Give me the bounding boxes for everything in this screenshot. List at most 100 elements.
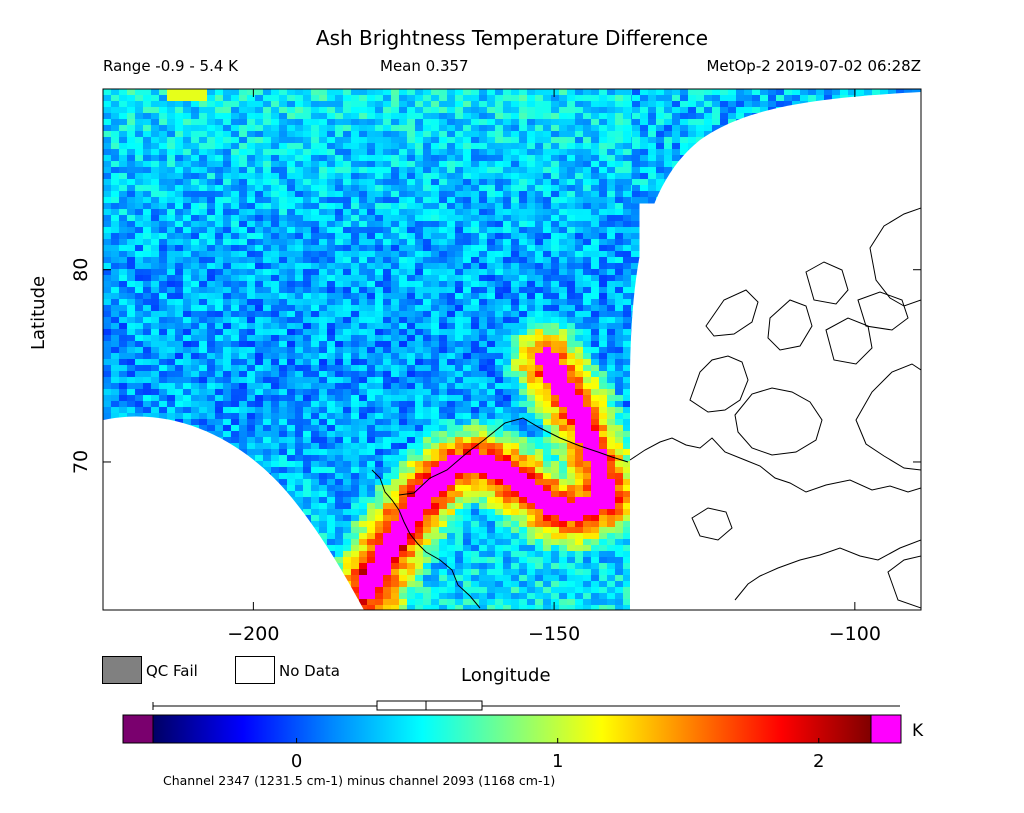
heatmap-cell [615,257,624,264]
heatmap-cell [223,197,232,204]
heatmap-cell [511,191,520,198]
heatmap-cell [519,413,528,420]
heatmap-cell [367,287,376,294]
heatmap-cell [127,167,136,174]
heatmap-cell [279,449,288,456]
heatmap-cell [303,443,312,450]
heatmap-cell [367,311,376,318]
heatmap-cell [239,131,248,138]
heatmap-cell [343,155,352,162]
heatmap-cell [175,305,184,312]
heatmap-cell [447,215,456,222]
heatmap-cell [151,299,160,306]
heatmap-cell [415,365,424,372]
heatmap-cell [455,113,464,120]
heatmap-cell [623,155,632,162]
heatmap-cell [319,209,328,216]
heatmap-cell [119,251,128,258]
heatmap-cell [615,311,624,318]
heatmap-cell [591,335,600,342]
heatmap-cell [479,137,488,144]
heatmap-cell [231,383,240,390]
heatmap-cell [599,245,608,252]
heatmap-cell [495,287,504,294]
heatmap-cell [551,371,560,378]
heatmap-cell [447,245,456,252]
heatmap-cell [287,245,296,252]
heatmap-cell [455,473,464,480]
heatmap-cell [103,155,112,162]
heatmap-cell [303,89,312,96]
heatmap-cell [431,281,440,288]
heatmap-cell [375,239,384,246]
heatmap-cell [375,401,384,408]
heatmap-cell [343,263,352,270]
heatmap-cell [615,119,624,126]
heatmap-cell [367,107,376,114]
heatmap-cell [479,371,488,378]
heatmap-cell [119,161,128,168]
heatmap-cell [495,491,504,498]
heatmap-cell [479,191,488,198]
heatmap-cell [343,419,352,426]
heatmap-cell [311,197,320,204]
heatmap-cell [623,389,632,396]
heatmap-cell [503,329,512,336]
heatmap-cell [367,119,376,126]
heatmap-cell [311,359,320,366]
heatmap-cell [311,305,320,312]
heatmap-cell [319,185,328,192]
heatmap-cell [399,113,408,120]
heatmap-cell [367,257,376,264]
heatmap-cell [311,113,320,120]
heatmap-cell [591,413,600,420]
heatmap-cell [543,473,552,480]
heatmap-cell [503,527,512,534]
heatmap-cell [159,335,168,342]
heatmap-cell [599,131,608,138]
heatmap-cell [495,281,504,288]
heatmap-cell [439,473,448,480]
heatmap-cell [599,185,608,192]
heatmap-cell [175,323,184,330]
heatmap-cell [335,383,344,390]
heatmap-cell [495,269,504,276]
heatmap-cell [559,173,568,180]
heatmap-cell [263,431,272,438]
heatmap-cell [463,503,472,510]
heatmap-cell [503,263,512,270]
heatmap-cell [615,473,624,480]
heatmap-cell [335,215,344,222]
heatmap-cell [239,125,248,132]
heatmap-cell [231,437,240,444]
heatmap-cell [447,95,456,102]
heatmap-cell [535,185,544,192]
heatmap-cell [223,221,232,228]
heatmap-cell [455,167,464,174]
heatmap-cell [479,233,488,240]
heatmap-cell [327,311,336,318]
heatmap-cell [471,257,480,264]
heatmap-cell [391,209,400,216]
heatmap-cell [479,215,488,222]
heatmap-cell [575,461,584,468]
heatmap-cell [255,101,264,108]
heatmap-cell [583,125,592,132]
heatmap-cell [511,119,520,126]
heatmap-cell [415,173,424,180]
heatmap-cell [231,311,240,318]
heatmap-cell [255,179,264,186]
heatmap-cell [631,203,640,210]
heatmap-cell [599,263,608,270]
heatmap-cell [143,113,152,120]
heatmap-cell [535,317,544,324]
heatmap-cell [407,515,416,522]
heatmap-cell [471,215,480,222]
heatmap-cell [191,317,200,324]
heatmap-cell [591,221,600,228]
heatmap-cell [279,335,288,342]
heatmap-cell [103,251,112,258]
heatmap-cell [383,197,392,204]
heatmap-cell [575,455,584,462]
heatmap-cell [591,185,600,192]
